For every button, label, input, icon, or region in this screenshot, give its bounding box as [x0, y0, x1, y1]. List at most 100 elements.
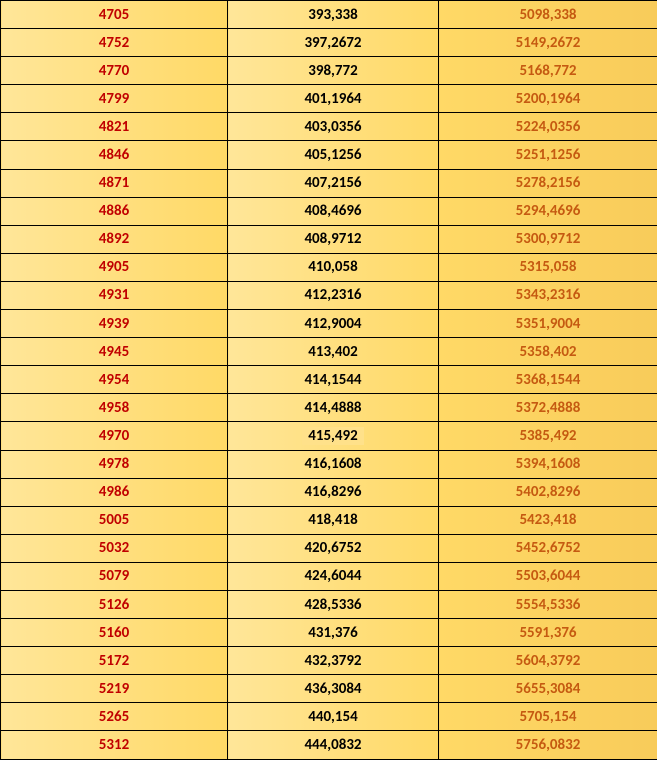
table-row: 4821403,03565224,0356 [1, 113, 657, 141]
cell-col1: 4799 [1, 85, 228, 113]
cell-col2: 436,3084 [228, 675, 439, 703]
cell-col3: 5294,4696 [439, 197, 657, 225]
cell-col3: 5756,0832 [439, 731, 657, 759]
cell-col3-value: 5251,1256 [510, 146, 587, 164]
cell-col2: 397,2672 [228, 29, 439, 57]
table-row: 4799 401,1964 5200,1964 [1, 85, 657, 113]
cell-col1-value: 4945 [93, 343, 135, 361]
cell-col1: 4871 [1, 169, 228, 197]
cell-col3: 5554,5336 [439, 590, 657, 618]
cell-col2-value: 401,1964 [298, 90, 367, 108]
cell-col2: 414,1544 [228, 366, 439, 394]
table-row: 5160431,3765591,376 [1, 619, 657, 647]
table-row: 4770 398,772 5168,772 [1, 57, 657, 85]
cell-col2-value: 410,058 [302, 258, 363, 276]
cell-col1-value: 4799 [93, 90, 135, 108]
cell-col3-value: 5503,6044 [510, 567, 587, 585]
cell-col3: 5315,058 [439, 253, 657, 281]
cell-col1-value: 5126 [93, 596, 135, 614]
cell-col3-value: 5278,2156 [510, 174, 587, 192]
cell-col2: 416,8296 [228, 478, 439, 506]
cell-col2-value: 403,0356 [298, 118, 367, 136]
cell-col3-value: 5705,154 [513, 708, 582, 726]
table-row: 4846 405,1256 5251,1256 [1, 141, 657, 169]
cell-col3: 5168,772 [439, 57, 657, 85]
cell-col3-value: 5300,9712 [510, 230, 587, 248]
cell-col1: 4846 [1, 141, 228, 169]
cell-col3-value: 5368,1544 [510, 371, 587, 389]
cell-col1: 4892 [1, 225, 228, 253]
cell-col3-value: 5394,1608 [510, 455, 587, 473]
cell-col2-value: 398,772 [302, 62, 363, 80]
cell-col3-value: 5423,418 [513, 511, 582, 529]
cell-col2: 408,4696 [228, 197, 439, 225]
cell-col2: 428,5336 [228, 590, 439, 618]
cell-col1-value: 4752 [93, 34, 135, 52]
cell-col1-value: 4986 [93, 483, 135, 501]
table-row: 4905 410,058 5315,058 [1, 253, 657, 281]
cell-col3-value: 5385,492 [513, 427, 582, 445]
cell-col2: 431,376 [228, 619, 439, 647]
cell-col1-value: 4978 [93, 455, 135, 473]
cell-col1-value: 4892 [93, 230, 135, 248]
table-row: 4752 397,2672 5149,2672 [1, 29, 657, 57]
cell-col2-value: 408,9712 [298, 230, 367, 248]
cell-col1-value: 4931 [93, 286, 135, 304]
cell-col1: 4752 [1, 29, 228, 57]
table-row: 4978 416,1608 5394,1608 [1, 450, 657, 478]
cell-col3: 5402,8296 [439, 478, 657, 506]
cell-col3-value: 5098,338 [513, 6, 582, 24]
table-row: 4931412,23165343,2316 [1, 281, 657, 309]
cell-col3: 5423,418 [439, 506, 657, 534]
cell-col2-value: 393,338 [302, 6, 363, 24]
cell-col2: 424,6044 [228, 562, 439, 590]
cell-col2: 407,2156 [228, 169, 439, 197]
cell-col3-value: 5655,3084 [510, 680, 587, 698]
cell-col1: 4770 [1, 57, 228, 85]
table-row: 5126 428,5336 5554,5336 [1, 590, 657, 618]
table-row: 4939412,90045351,9004 [1, 310, 657, 338]
table-row: 5032420,67525452,6752 [1, 534, 657, 562]
cell-col2: 393,338 [228, 1, 439, 29]
cell-col1-value: 5032 [93, 539, 135, 557]
cell-col1: 4905 [1, 253, 228, 281]
cell-col3: 5343,2316 [439, 281, 657, 309]
table-row: 5079424,60445503,6044 [1, 562, 657, 590]
cell-col2-value: 431,376 [302, 624, 363, 642]
cell-col2-value: 418,418 [302, 511, 363, 529]
cell-col2-value: 444,0832 [298, 736, 367, 754]
cell-col2-value: 416,8296 [298, 483, 367, 501]
cell-col2-value: 408,4696 [298, 202, 367, 220]
cell-col2-value: 412,9004 [298, 315, 367, 333]
cell-col1-value: 4846 [93, 146, 135, 164]
cell-col3: 5604,3792 [439, 647, 657, 675]
cell-col1-value: 4886 [93, 202, 135, 220]
cell-col1: 4705 [1, 1, 228, 29]
table-row: 4970415,4925385,492 [1, 422, 657, 450]
cell-col1: 4986 [1, 478, 228, 506]
cell-col1: 5032 [1, 534, 228, 562]
cell-col3-value: 5351,9004 [510, 315, 587, 333]
cell-col2-value: 397,2672 [298, 34, 367, 52]
cell-col3: 5278,2156 [439, 169, 657, 197]
cell-col2-value: 416,1608 [298, 455, 367, 473]
cell-col2-value: 405,1256 [298, 146, 367, 164]
cell-col2: 403,0356 [228, 113, 439, 141]
cell-col3-value: 5554,5336 [510, 596, 587, 614]
cell-col3-value: 5294,4696 [510, 202, 587, 220]
cell-col3: 5503,6044 [439, 562, 657, 590]
cell-col1: 4958 [1, 394, 228, 422]
cell-col1: 5172 [1, 647, 228, 675]
cell-col3-value: 5756,0832 [510, 736, 587, 754]
cell-col2-value: 414,4888 [298, 399, 367, 417]
cell-col3: 5372,4888 [439, 394, 657, 422]
cell-col2-value: 420,6752 [298, 539, 367, 557]
table-row: 4958 414,4888 5372,4888 [1, 394, 657, 422]
cell-col3-value: 5604,3792 [510, 652, 587, 670]
cell-col1-value: 4770 [93, 62, 135, 80]
data-table: 4705 393,338 5098,338 4752 397,2672 5149,2672… [0, 0, 657, 760]
cell-col3-value: 5200,1964 [510, 90, 587, 108]
cell-col1: 4886 [1, 197, 228, 225]
cell-col3: 5149,2672 [439, 29, 657, 57]
cell-col2-value: 414,1544 [298, 371, 367, 389]
